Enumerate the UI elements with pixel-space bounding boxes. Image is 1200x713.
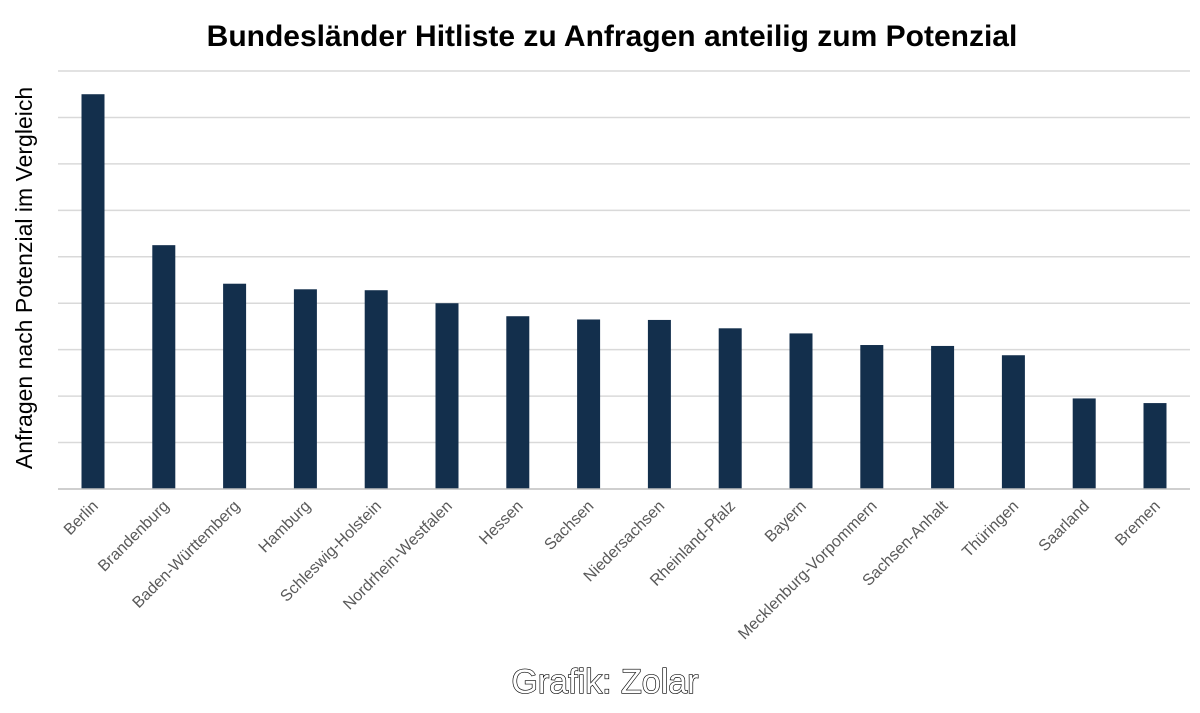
bar-nordrhein-westfalen [435, 303, 459, 489]
bar-bremen [1143, 403, 1167, 489]
bar-sachsen [577, 319, 601, 489]
x-tick-label: Bayern [762, 498, 810, 546]
bar-hamburg [293, 289, 317, 489]
x-tick-label: Berlin [61, 498, 102, 539]
x-tick-label: Hessen [476, 498, 526, 548]
bar-sachsen-anhalt [931, 345, 955, 489]
bar-hessen [506, 316, 530, 489]
bar-baden-w-rttemberg [223, 283, 247, 489]
bar-mecklenburg-vorpommern [860, 345, 884, 489]
bars [81, 94, 1167, 489]
x-tick-label: Bremen [1112, 498, 1164, 550]
bar-niedersachsen [647, 319, 671, 489]
bar-th-ringen [1001, 355, 1025, 489]
bar-bayern [789, 333, 813, 489]
x-tick-label: Thüringen [959, 498, 1022, 561]
x-tick-label: Brandenburg [95, 498, 172, 575]
x-tick-label: Saarland [1036, 498, 1093, 555]
bar-schleswig-holstein [364, 290, 388, 489]
bar-berlin [81, 94, 105, 489]
gridlines [58, 70, 1190, 444]
credit-text: Grafik: Zolar [511, 663, 698, 701]
x-tick-label: Hamburg [256, 498, 315, 557]
bar-rheinland-pfalz [718, 328, 742, 489]
x-tick-label: Sachsen [541, 498, 597, 554]
bar-saarland [1072, 398, 1096, 489]
bar-brandenburg [152, 245, 176, 489]
y-axis-label: Anfragen nach Potenzial im Vergleich [11, 87, 37, 469]
chart-title: Bundesländer Hitliste zu Anfragen anteil… [207, 20, 1018, 53]
x-tick-label: Mecklenburg-Vorpommern [735, 498, 880, 643]
